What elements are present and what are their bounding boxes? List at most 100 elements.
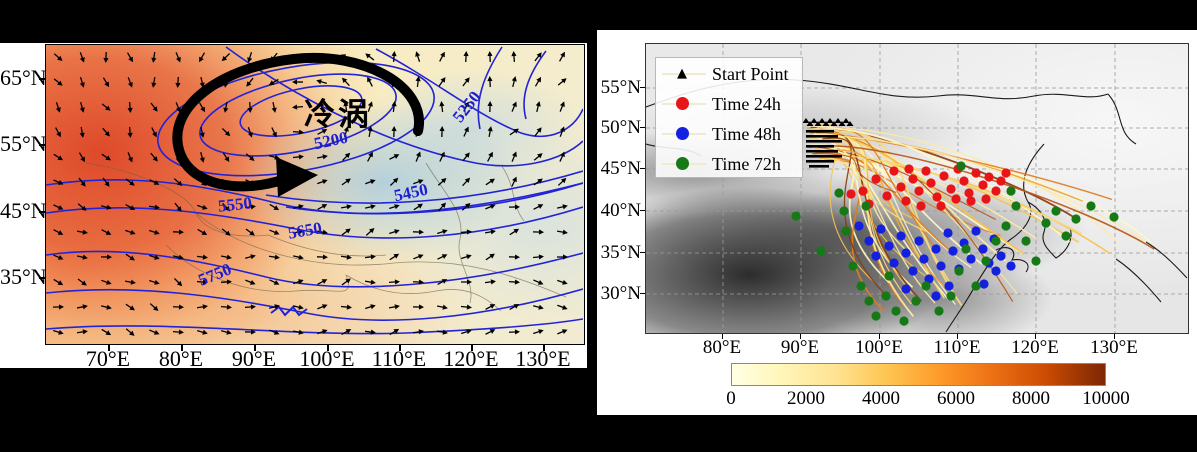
dot-blue	[864, 236, 874, 246]
x-axis-tickmark	[108, 345, 110, 351]
y-axis-tickmark	[39, 211, 45, 213]
dot-green	[1031, 256, 1041, 266]
dot-red	[936, 201, 946, 211]
dot-green	[934, 306, 944, 316]
legend-label: Start Point	[712, 64, 789, 84]
x-axis-tickmark	[879, 334, 881, 339]
dot-green	[1021, 236, 1031, 246]
y-axis-tick-label: 35°N	[600, 242, 641, 263]
dot-red	[981, 194, 991, 204]
dot-red	[932, 192, 942, 202]
x-axis-tickmark	[399, 345, 401, 351]
dot-red	[946, 184, 956, 194]
dot-green	[884, 271, 894, 281]
dot-blue	[931, 244, 941, 254]
dot-green	[1041, 218, 1051, 228]
legend-row: Time 72h	[656, 153, 802, 175]
cold-vortex-annotation: 冷涡	[304, 97, 372, 132]
dot-red	[914, 186, 924, 196]
y-axis-tickmark	[39, 277, 45, 279]
dot-red	[896, 182, 906, 192]
dot-green	[1109, 212, 1119, 222]
y-axis-tickmark	[39, 144, 45, 146]
y-axis-tick-label: 30°N	[600, 283, 641, 304]
dot-red	[882, 191, 892, 201]
dot-green	[791, 211, 801, 221]
trajectory-overlay	[646, 44, 1188, 333]
start-point-markers	[802, 118, 854, 168]
colorbar-tick-label: 2000	[787, 388, 825, 409]
dot-red	[971, 168, 981, 178]
dot-blue	[991, 266, 1001, 276]
legend-box: ▲ Start Point Time 24h Time 48h Time 72h	[655, 57, 803, 178]
dot-green	[1006, 186, 1016, 196]
dot-blue	[876, 224, 886, 234]
dot-red	[916, 201, 926, 211]
x-axis-tick-label: 70°E	[85, 346, 131, 371]
y-axis-tick-label: 45°N	[600, 158, 641, 179]
time-position-dots	[791, 161, 1119, 326]
time-dot-icon	[673, 155, 691, 173]
dot-blue	[901, 284, 911, 294]
dot-blue	[943, 228, 953, 238]
y-axis-tickmark	[640, 210, 645, 212]
colorbar-tick-label: 6000	[937, 388, 975, 409]
dot-green	[954, 266, 964, 276]
dot-blue	[996, 251, 1006, 261]
dot-blue	[971, 226, 981, 236]
x-axis-tick-label: 120°E	[443, 346, 499, 371]
graticule-gridlines	[646, 44, 1188, 333]
dot-red	[908, 174, 918, 184]
y-axis-tickmark	[640, 127, 645, 129]
dot-green	[841, 226, 851, 236]
dot-green	[871, 311, 881, 321]
time-dot-icon	[673, 95, 691, 113]
x-axis-tick-label: 100°E	[855, 337, 903, 358]
country-borders	[85, 162, 567, 312]
y-axis-tick-label: 35°N	[0, 264, 47, 289]
contour-value-label: 5550	[217, 193, 253, 216]
legend-dot	[675, 157, 689, 170]
legend-label: Time 48h	[712, 124, 781, 144]
legend-dot	[675, 127, 689, 140]
y-axis-tickmark	[640, 293, 645, 295]
legend-line-sample	[662, 73, 706, 75]
dot-green	[816, 246, 826, 256]
dot-red	[921, 166, 931, 176]
dot-blue	[966, 254, 976, 264]
x-axis-tickmark	[957, 334, 959, 339]
dot-blue	[871, 251, 881, 261]
colorbar-tick-label: 8000	[1012, 388, 1050, 409]
dot-green	[834, 188, 844, 198]
dot-green	[1071, 214, 1081, 224]
dot-green	[971, 281, 981, 291]
start-point-triangle-icon: ▲	[677, 66, 687, 81]
dot-red	[996, 176, 1006, 186]
dot-red	[871, 174, 881, 184]
y-axis-tick-label: 55°N	[600, 77, 641, 98]
time-dot-icon	[673, 125, 691, 143]
y-axis-tickmark	[640, 252, 645, 254]
dot-red	[959, 176, 969, 186]
x-axis-tickmark	[800, 334, 802, 339]
dot-blue	[979, 279, 989, 289]
dot-red	[889, 166, 899, 176]
dot-green	[991, 236, 1001, 246]
dot-blue	[931, 291, 941, 301]
left-weather-map-panel: 冷涡 5200 5250 5450 5550 5650 5750 65°N 55°N 45°N…	[0, 43, 587, 371]
x-axis-tickmark	[1035, 334, 1037, 339]
x-axis-tickmark	[254, 345, 256, 351]
x-axis-tickmark	[543, 345, 545, 351]
y-axis-tickmark	[640, 168, 645, 170]
x-axis-tick-label: 130°E	[515, 346, 571, 371]
dot-blue	[914, 236, 924, 246]
dot-blue	[884, 241, 894, 251]
x-axis-tick-label: 90°E	[231, 346, 277, 371]
dot-red	[966, 196, 976, 206]
right-map-plot-area: ▲ Start Point Time 24h Time 48h Time 72h	[645, 43, 1189, 334]
dot-green	[1061, 231, 1071, 241]
dot-red	[926, 178, 936, 188]
dot-green	[921, 281, 931, 291]
x-axis-tick-label: 130°E	[1090, 337, 1138, 358]
x-axis-tickmark	[471, 345, 473, 351]
